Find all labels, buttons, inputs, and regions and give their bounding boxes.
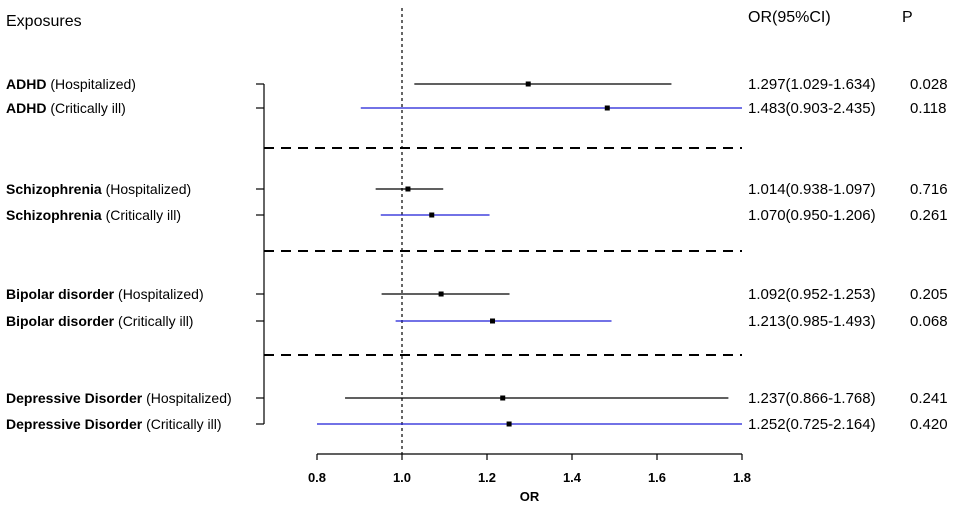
point-estimate [490,318,496,324]
point-estimate [429,212,435,218]
exposure-name: Depressive Disorder [6,390,146,406]
point-estimate [506,421,512,427]
or-ci-header: OR(95%CI) [748,9,831,26]
exposure-name: Bipolar disorder [6,286,118,302]
x-tick-label: 1.0 [393,470,411,485]
or-ci-value: 1.252(0.725-2.164) [748,416,876,433]
x-tick-label: 1.2 [478,470,496,485]
or-ci-value: 1.483(0.903-2.435) [748,100,876,117]
p-value: 0.205 [910,286,948,303]
exposures-header: Exposures [6,13,82,30]
row-label: Schizophrenia (Critically ill) [6,207,181,223]
outcome-name: (Hospitalized) [106,181,192,197]
exposure-name: Depressive Disorder [6,416,146,432]
group-separators [264,147,742,356]
point-estimate [604,105,610,111]
row-label: ADHD (Hospitalized) [6,76,136,92]
or-ci-value: 1.237(0.866-1.768) [748,390,876,407]
exposure-name: ADHD [6,76,50,92]
static-layer: Exposures OR(95%CI) P OR [6,8,913,504]
point-estimate [525,81,531,87]
p-value: 0.028 [910,76,948,93]
or-ci-value: 1.070(0.950-1.206) [748,207,876,224]
forest-rows: ADHD (Hospitalized) 1.297(1.029-1.634) 0.0… [6,76,948,433]
outcome-name: (Critically ill) [146,416,221,432]
or-ci-value: 1.297(1.029-1.634) [748,76,876,93]
outcome-name: (Critically ill) [106,207,181,223]
p-value: 0.068 [910,313,948,330]
p-value: 0.118 [910,100,946,117]
x-tick-label: 1.6 [648,470,666,485]
exposure-name: Bipolar disorder [6,313,118,329]
x-tick-label: 0.8 [308,470,326,485]
point-estimate [438,291,444,297]
exposure-name: Schizophrenia [6,207,106,223]
or-ci-value: 1.014(0.938-1.097) [748,181,876,198]
p-value: 0.241 [910,390,948,407]
outcome-name: (Critically ill) [118,313,193,329]
row-label: Bipolar disorder (Hospitalized) [6,286,204,302]
row-label: Depressive Disorder (Critically ill) [6,416,222,432]
or-ci-value: 1.213(0.985-1.493) [748,313,876,330]
outcome-name: (Hospitalized) [146,390,232,406]
outcome-name: (Hospitalized) [50,76,136,92]
x-axis-ticks: 0.8 1.0 1.2 1.4 1.6 1.8 [308,454,751,485]
p-value: 0.420 [910,416,948,433]
row-label: Depressive Disorder (Hospitalized) [6,390,232,406]
x-axis-title: OR [520,489,540,504]
or-ci-value: 1.092(0.952-1.253) [748,286,876,303]
point-estimate [405,186,411,192]
outcome-name: (Hospitalized) [118,286,204,302]
p-header: P [902,9,913,26]
x-tick-label: 1.8 [733,470,751,485]
x-tick-label: 1.4 [563,470,582,485]
point-estimate [500,395,506,401]
row-label: ADHD (Critically ill) [6,100,126,116]
exposure-name: ADHD [6,100,50,116]
outcome-name: (Critically ill) [50,100,125,116]
p-value: 0.261 [910,207,948,224]
row-label: Bipolar disorder (Critically ill) [6,313,193,329]
p-value: 0.716 [910,181,948,198]
exposure-name: Schizophrenia [6,181,106,197]
row-label: Schizophrenia (Hospitalized) [6,181,191,197]
